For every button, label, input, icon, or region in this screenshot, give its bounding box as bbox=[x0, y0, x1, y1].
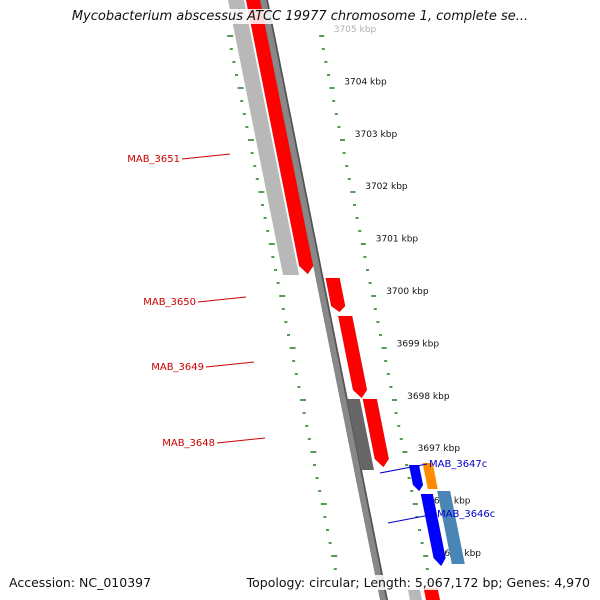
gene-label-reverse[interactable]: MAB_3647c bbox=[429, 459, 487, 470]
gene-label-leader bbox=[379, 463, 428, 474]
kbp-tick-label: 3700 kbp bbox=[386, 287, 429, 297]
gene-label-reverse[interactable]: MAB_3646c bbox=[437, 509, 495, 520]
gene-label-forward[interactable]: MAB_3650 bbox=[143, 297, 196, 308]
gene-label-leader bbox=[205, 361, 255, 368]
gene-label-leader bbox=[197, 296, 247, 303]
kbp-tick-label: 3701 kbp bbox=[376, 235, 419, 245]
red-gene-block-bottom[interactable] bbox=[423, 588, 440, 600]
kbp-tick-label: 3704 kbp bbox=[344, 77, 387, 87]
dark-gray-gene-block[interactable] bbox=[346, 399, 374, 470]
gene-mab-3649[interactable] bbox=[337, 315, 368, 399]
summary-text: Topology: circular; Length: 5,067,172 bp… bbox=[246, 575, 590, 590]
gene-mab-3646c[interactable] bbox=[420, 493, 446, 567]
gene-label-forward[interactable]: MAB_3649 bbox=[151, 362, 204, 373]
gene-mab-3648[interactable] bbox=[362, 398, 390, 468]
kbp-tick-label: 3697 kbp bbox=[418, 444, 461, 454]
orange-gene-block[interactable] bbox=[422, 463, 438, 489]
gene-mab-3651[interactable] bbox=[245, 0, 314, 275]
kbp-tick-label: 3698 kbp bbox=[407, 392, 450, 402]
gray-gene-block-bottom[interactable] bbox=[408, 590, 422, 600]
gene-label-leader bbox=[181, 153, 231, 160]
gene-label-leader bbox=[387, 513, 436, 524]
gene-label-leader bbox=[216, 437, 266, 444]
steel-blue-gene-block[interactable] bbox=[437, 491, 465, 564]
gene-label-forward[interactable]: MAB_3648 bbox=[162, 438, 215, 449]
backbone-line bbox=[260, 0, 386, 600]
left-tick-track bbox=[227, 35, 340, 583]
gene-label-forward[interactable]: MAB_3651 bbox=[127, 154, 180, 165]
kbp-tick-label: 3699 kbp bbox=[397, 339, 440, 349]
gene-mab-3647c[interactable] bbox=[408, 464, 424, 492]
accession-text: Accession: NC_010397 bbox=[9, 575, 152, 590]
map-title: Mycobacterium abscessus ATCC 19977 chrom… bbox=[0, 9, 600, 24]
kbp-tick-label: 3705 kbp bbox=[334, 25, 377, 35]
gene-features bbox=[228, 0, 465, 600]
gene-mab-3650[interactable] bbox=[325, 277, 346, 313]
kbp-tick-label: 3703 kbp bbox=[355, 130, 398, 140]
kbp-tick-label: 3702 kbp bbox=[365, 182, 408, 192]
gene-labels: MAB_3651 MAB_3650 MAB_3649 MAB_3648 MAB_3647… bbox=[127, 153, 495, 524]
gray-gene-block[interactable] bbox=[228, 0, 299, 275]
